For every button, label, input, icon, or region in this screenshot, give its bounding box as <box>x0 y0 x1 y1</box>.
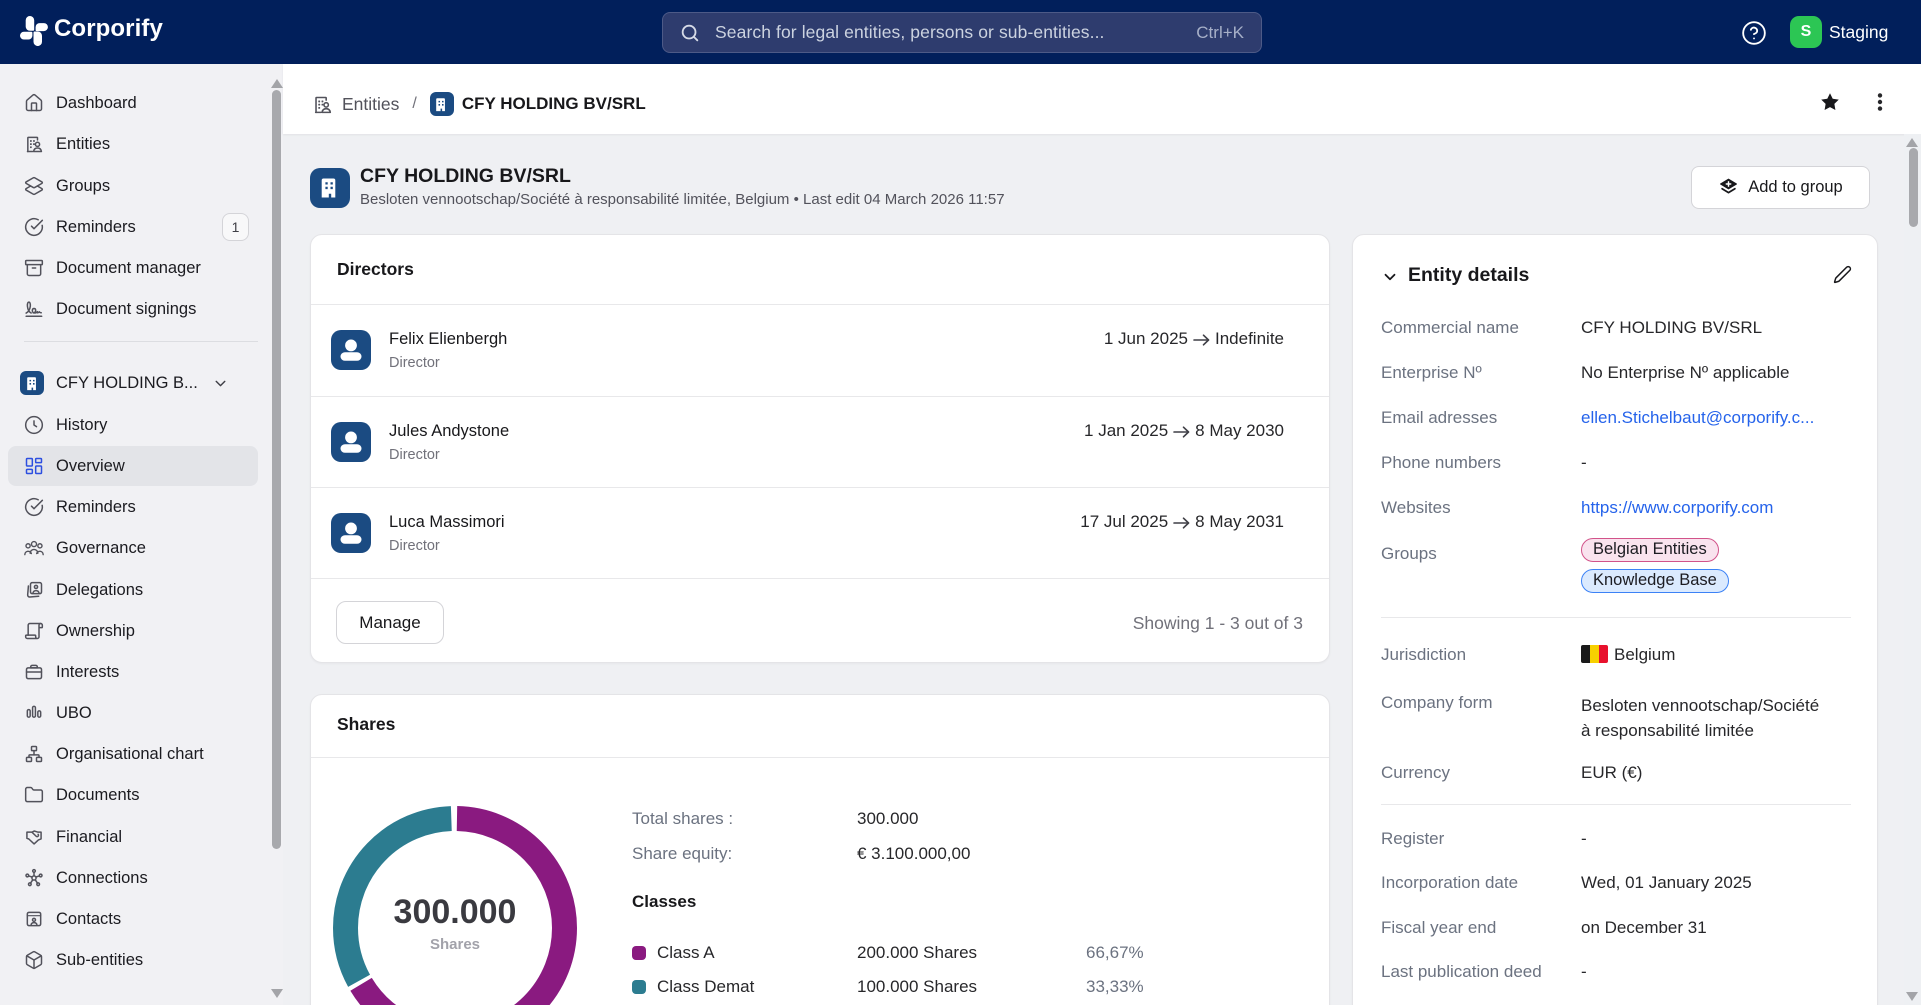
svg-text:Shares: Shares <box>430 936 480 953</box>
svg-text:300.000: 300.000 <box>394 893 517 931</box>
